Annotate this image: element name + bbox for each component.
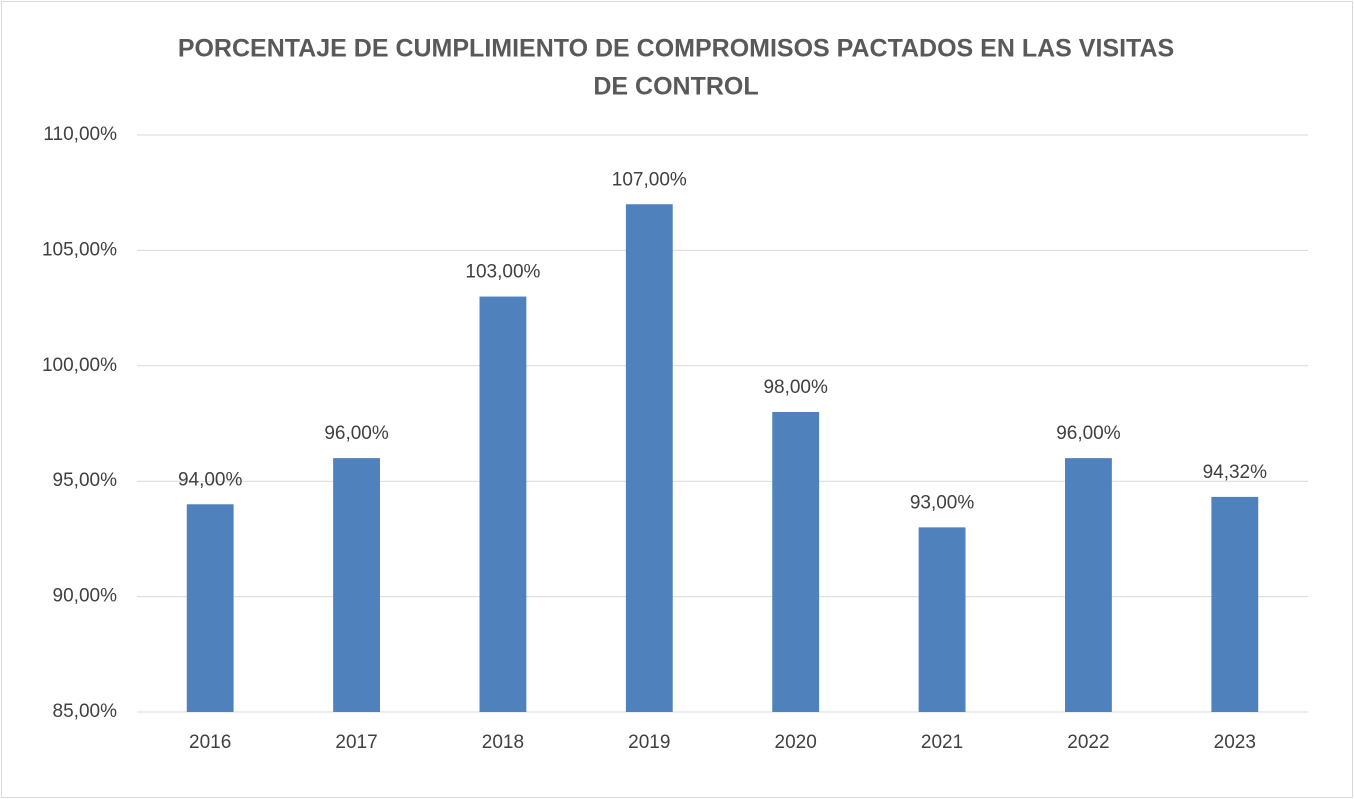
x-tick-label: 2017 (335, 732, 377, 753)
bar (1211, 496, 1259, 712)
x-tick-label: 2023 (1214, 732, 1256, 753)
data-label: 96,00% (324, 423, 389, 444)
data-label: 107,00% (612, 169, 687, 190)
chart-title: PORCENTAJE DE CUMPLIMIENTO DE COMPROMISO… (178, 35, 1174, 63)
data-label: 98,00% (763, 377, 828, 398)
x-tick-label: 2021 (921, 732, 963, 753)
data-label: 94,32% (1203, 462, 1268, 483)
bar (479, 296, 527, 712)
x-tick-label: 2016 (189, 732, 231, 753)
bar (186, 504, 234, 712)
x-tick-label: 2018 (482, 732, 524, 753)
y-tick-label: 110,00% (43, 124, 117, 145)
y-tick-label: 95,00% (53, 470, 118, 491)
y-tick-label: 105,00% (42, 239, 117, 260)
data-label: 103,00% (465, 262, 540, 283)
x-tick-label: 2022 (1067, 732, 1109, 753)
x-tick-label: 2020 (775, 732, 817, 753)
bar (918, 527, 966, 712)
bar (333, 458, 380, 712)
bar (1065, 458, 1112, 712)
y-tick-label: 90,00% (53, 586, 118, 607)
data-label: 96,00% (1056, 423, 1121, 444)
bar (625, 204, 673, 713)
x-tick-label: 2019 (628, 732, 670, 753)
data-label: 94,00% (178, 469, 243, 490)
y-tick-label: 85,00% (53, 701, 118, 722)
y-tick-label: 100,00% (42, 355, 117, 376)
chart-title: DE CONTROL (593, 73, 758, 101)
data-label: 93,00% (910, 492, 975, 513)
bar (772, 411, 820, 712)
